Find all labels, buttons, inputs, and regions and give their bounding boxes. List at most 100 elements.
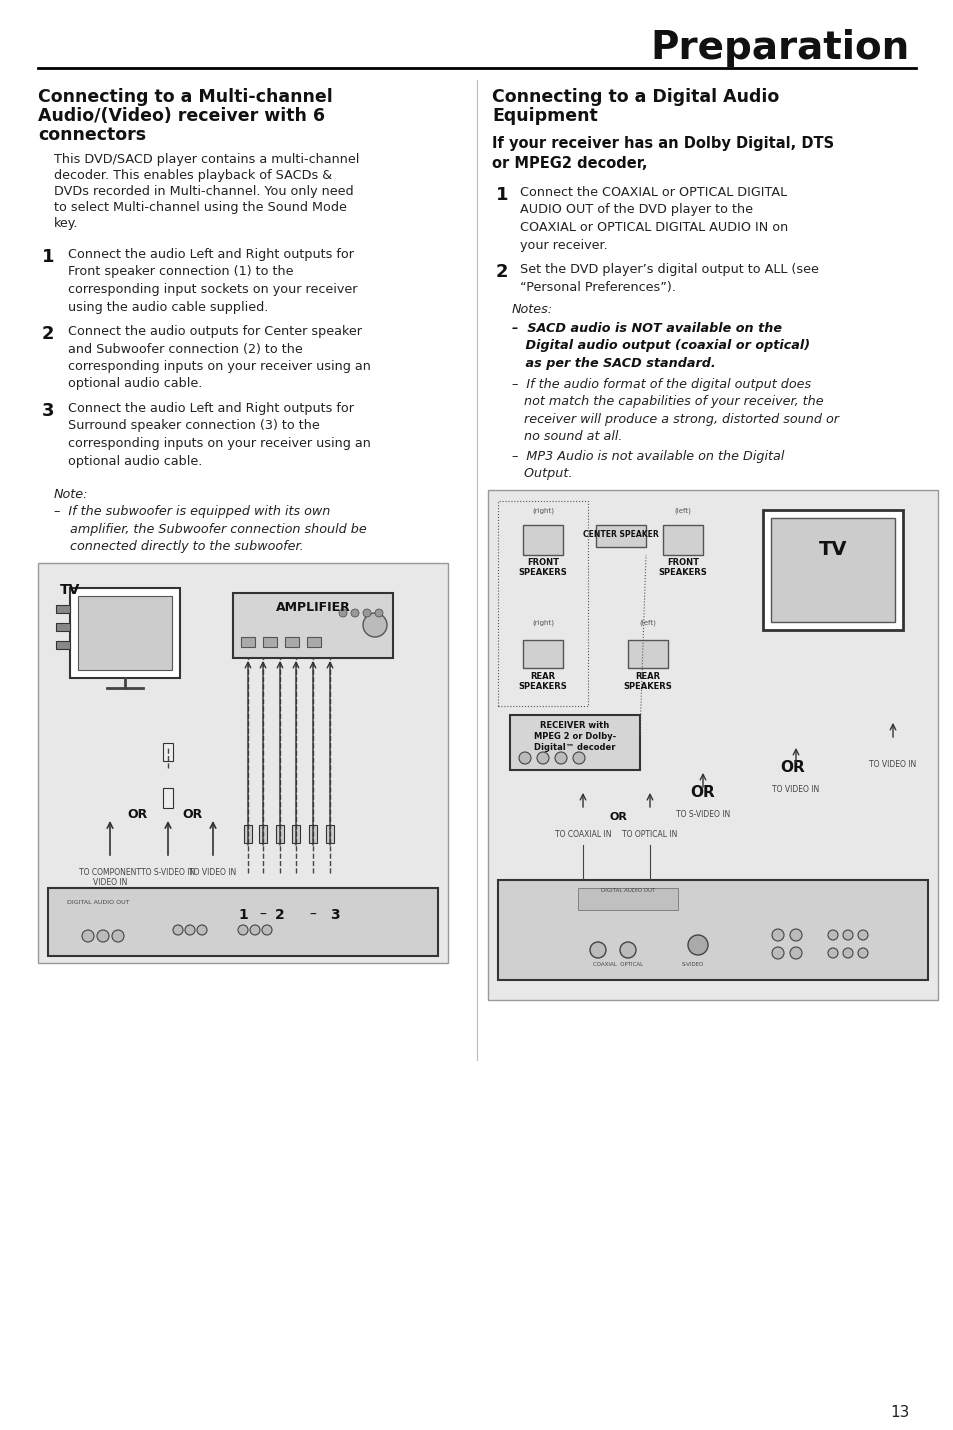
Bar [163,788,172,808]
Text: This DVD/SACD player contains a multi-channel: This DVD/SACD player contains a multi-ch… [54,153,359,166]
Text: (left): (left) [674,508,691,515]
Circle shape [537,752,548,764]
Text: REAR
SPEAKERS: REAR SPEAKERS [623,672,672,691]
Text: Note:: Note: [54,488,89,500]
Circle shape [789,947,801,960]
Text: FRONT
SPEAKERS: FRONT SPEAKERS [658,558,706,578]
Text: S-VIDEO: S-VIDEO [681,962,703,967]
Text: to select Multi-channel using the Sound Mode: to select Multi-channel using the Sound … [54,202,347,214]
Bar [56,641,70,649]
Text: 1: 1 [496,186,508,204]
Text: Connect the audio Left and Right outputs for
Surround speaker connection (3) to : Connect the audio Left and Right outputs… [68,402,371,468]
Text: –: – [309,908,316,922]
Circle shape [112,930,124,942]
Text: TO S-VIDEO IN: TO S-VIDEO IN [675,809,729,819]
Text: TV: TV [818,541,846,559]
Text: TV: TV [60,583,80,596]
Text: –: – [259,908,266,922]
Circle shape [827,948,837,958]
Circle shape [172,925,183,935]
Text: TO OPTICAL IN: TO OPTICAL IN [621,829,677,839]
Text: TO VIDEO IN: TO VIDEO IN [772,785,819,794]
Bar [78,596,172,671]
Bar [627,641,667,668]
Text: RECEIVER with
MPEG 2 or Dolby-
Digital™ decoder: RECEIVER with MPEG 2 or Dolby- Digital™ … [534,721,616,752]
Circle shape [573,752,584,764]
Circle shape [351,609,358,616]
Text: DIGITAL AUDIO OUT: DIGITAL AUDIO OUT [600,888,655,892]
Text: 1: 1 [42,247,54,266]
Text: Equipment: Equipment [492,107,598,124]
Circle shape [619,942,636,958]
Circle shape [827,930,837,940]
Text: decoder. This enables playback of SACDs &: decoder. This enables playback of SACDs … [54,169,332,182]
Text: (left): (left) [639,621,656,626]
Circle shape [857,948,867,958]
Bar [497,500,587,706]
Circle shape [857,930,867,940]
Bar [770,518,894,622]
Text: TO COMPONENT
VIDEO IN: TO COMPONENT VIDEO IN [79,868,141,888]
Text: –  MP3 Audio is not available on the Digital
   Output.: – MP3 Audio is not available on the Digi… [512,450,783,480]
Text: 3: 3 [42,402,54,420]
Text: Connect the audio Left and Right outputs for
Front speaker connection (1) to the: Connect the audio Left and Right outputs… [68,247,357,313]
Text: –  SACD audio is NOT available on the
   Digital audio output (coaxial or optica: – SACD audio is NOT available on the Dig… [512,322,809,370]
Text: Connect the audio outputs for Center speaker
and Subwoofer connection (2) to the: Connect the audio outputs for Center spe… [68,325,371,390]
Text: (right): (right) [532,621,554,626]
Bar [578,888,678,909]
Text: OR: OR [128,808,148,821]
Text: OR: OR [780,759,804,775]
Circle shape [363,609,371,616]
Circle shape [555,752,566,764]
Text: Connect the COAXIAL or OPTICAL DIGITAL
AUDIO OUT of the DVD player to the
COAXIA: Connect the COAXIAL or OPTICAL DIGITAL A… [519,186,787,252]
Bar [244,825,252,844]
Circle shape [237,925,248,935]
Circle shape [771,930,783,941]
Text: DVDs recorded in Multi-channel. You only need: DVDs recorded in Multi-channel. You only… [54,184,354,197]
Bar [263,636,276,646]
Circle shape [82,930,94,942]
Text: DIGITAL AUDIO OUT: DIGITAL AUDIO OUT [67,899,129,905]
Text: Preparation: Preparation [650,29,909,67]
Circle shape [842,948,852,958]
Bar [56,605,70,613]
Text: –  If the subwoofer is equipped with its own
    amplifier, the Subwoofer connec: – If the subwoofer is equipped with its … [54,505,366,553]
Circle shape [518,752,531,764]
Bar [70,588,180,678]
Text: (right): (right) [532,508,554,515]
Bar [596,525,645,548]
Circle shape [687,935,707,955]
Bar [522,641,562,668]
Bar [309,825,316,844]
Circle shape [338,609,347,616]
Text: CENTER SPEAKER: CENTER SPEAKER [582,531,659,539]
Text: 1: 1 [238,908,248,922]
Bar [292,825,299,844]
Text: REAR
SPEAKERS: REAR SPEAKERS [518,672,567,691]
Circle shape [589,942,605,958]
Text: 2: 2 [42,325,54,343]
Bar [497,879,927,980]
Bar [762,511,902,631]
Text: Connecting to a Multi-channel: Connecting to a Multi-channel [38,89,333,106]
Text: AMPLIFIER: AMPLIFIER [275,601,350,613]
Text: TO VIDEO IN: TO VIDEO IN [190,868,236,877]
Circle shape [97,930,109,942]
Text: 2: 2 [496,263,508,282]
Text: OR: OR [690,785,715,799]
Text: Audio/(Video) receiver with 6: Audio/(Video) receiver with 6 [38,107,325,124]
Bar [56,623,70,631]
Bar [48,888,437,957]
Bar [307,636,320,646]
Bar [522,525,562,555]
Bar [163,744,172,761]
Bar [662,525,702,555]
Text: –  If the audio format of the digital output does
   not match the capabilities : – If the audio format of the digital out… [512,378,838,443]
Bar [326,825,334,844]
Circle shape [363,613,387,636]
Text: FRONT
SPEAKERS: FRONT SPEAKERS [518,558,567,578]
Text: 3: 3 [330,908,339,922]
Text: 2: 2 [274,908,285,922]
Circle shape [185,925,194,935]
Text: 13: 13 [890,1406,909,1420]
